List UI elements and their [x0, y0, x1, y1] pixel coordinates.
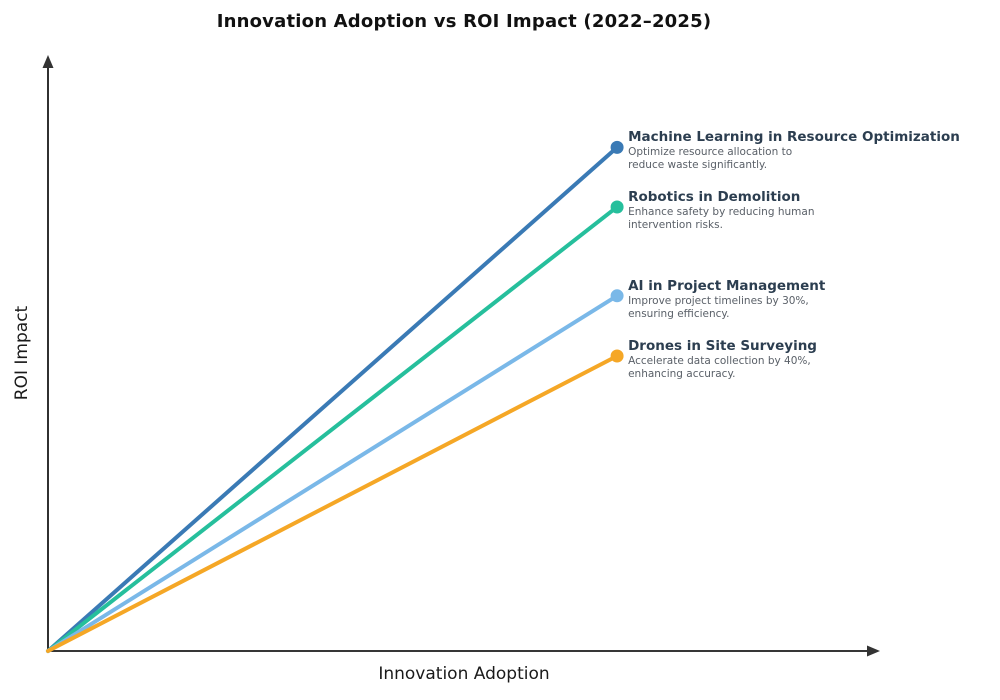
x-axis-label: Innovation Adoption — [378, 664, 550, 684]
series-title: Robotics in Demolition — [628, 188, 801, 205]
series-description: Optimize resource allocation to reduce w… — [628, 146, 793, 172]
series-endpoint-dot — [610, 349, 624, 363]
series-endpoint-dot — [610, 200, 624, 214]
series-label-machine-learning: Machine Learning in Resource Optimizatio… — [628, 129, 960, 172]
series-title: AI in Project Management — [628, 277, 826, 294]
series-title: Machine Learning in Resource Optimizatio… — [628, 129, 960, 146]
series-description: Enhance safety by reducing human interve… — [628, 205, 815, 231]
series-description: Accelerate data collection by 40%, enhan… — [628, 354, 811, 380]
series-dots — [610, 140, 624, 363]
series-endpoint-dot — [610, 140, 624, 154]
y-axis-label: ROI Impact — [12, 305, 32, 401]
chart-title: Innovation Adoption vs ROI Impact (2022–… — [216, 11, 712, 32]
series-line — [46, 353, 620, 653]
series-line — [46, 293, 620, 653]
series-label-robotics: Robotics in Demolition Enhance safety by… — [628, 189, 814, 232]
series-line — [46, 204, 620, 653]
series-endpoint-dot — [610, 289, 624, 303]
series-description: Improve project timelines by 30%, ensuri… — [628, 294, 809, 320]
series-line — [46, 145, 620, 653]
x-axis-arrowhead — [867, 645, 880, 657]
axes — [42, 55, 880, 657]
series-label-ai-project-management: AI in Project Management Improve project… — [628, 278, 825, 321]
series-title: Drones in Site Surveying — [628, 337, 817, 354]
y-axis-arrowhead — [42, 55, 54, 68]
series-lines — [46, 145, 620, 653]
series-label-drones: Drones in Site Surveying Accelerate data… — [628, 338, 817, 381]
